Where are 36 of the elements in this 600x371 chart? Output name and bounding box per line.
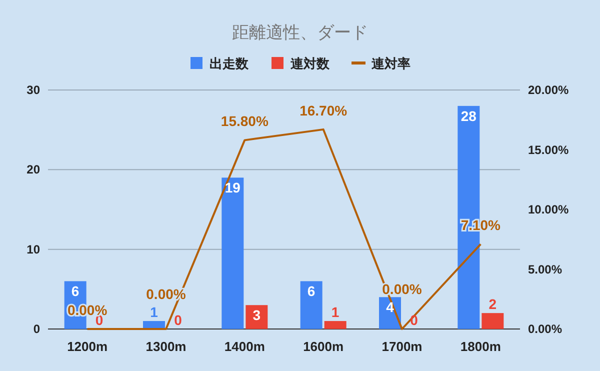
y2-tick-label: 15.00% — [528, 142, 570, 157]
data-label: 2 — [488, 296, 497, 312]
y-tick-label: 30 — [26, 83, 40, 97]
y-tick-label: 10 — [26, 242, 40, 256]
data-label: 0 — [174, 312, 182, 328]
legend-label: 出走数 — [210, 56, 250, 71]
x-tick-label: 1200m — [67, 339, 108, 354]
data-label: 1 — [331, 304, 340, 320]
bar — [246, 305, 268, 329]
data-label: 0 — [410, 312, 418, 328]
data-label: 28 — [460, 108, 477, 124]
y2-tick-label: 20.00% — [528, 83, 570, 97]
data-label: 16.70% — [300, 102, 348, 118]
data-label: 6 — [307, 283, 316, 300]
x-tick-label: 1300m — [146, 339, 186, 354]
x-tick-label: 1600m — [303, 339, 344, 354]
data-label: 1 — [150, 304, 158, 320]
bar — [300, 281, 322, 329]
y-tick-label: 0 — [33, 322, 40, 336]
x-tick-label: 1400m — [224, 339, 265, 354]
chart-title: 距離適性、ダード — [232, 23, 368, 42]
y2-tick-label: 0.00% — [528, 322, 562, 336]
bar — [324, 321, 346, 329]
y2-tick-label: 10.00% — [528, 202, 570, 216]
data-label: 3 — [252, 307, 261, 324]
bar — [222, 178, 244, 329]
x-tick-label: 1800m — [460, 339, 501, 354]
data-label: 19 — [224, 180, 241, 196]
data-label: 6 — [71, 283, 80, 300]
data-label: 15.80% — [220, 113, 269, 130]
y-tick-label: 20 — [26, 162, 40, 177]
legend-label: 連対数 — [290, 56, 330, 71]
bar — [482, 313, 504, 329]
y2-tick-label: 5.00% — [528, 262, 562, 276]
x-tick-label: 1700m — [382, 339, 422, 354]
legend-label: 連対率 — [370, 56, 410, 71]
